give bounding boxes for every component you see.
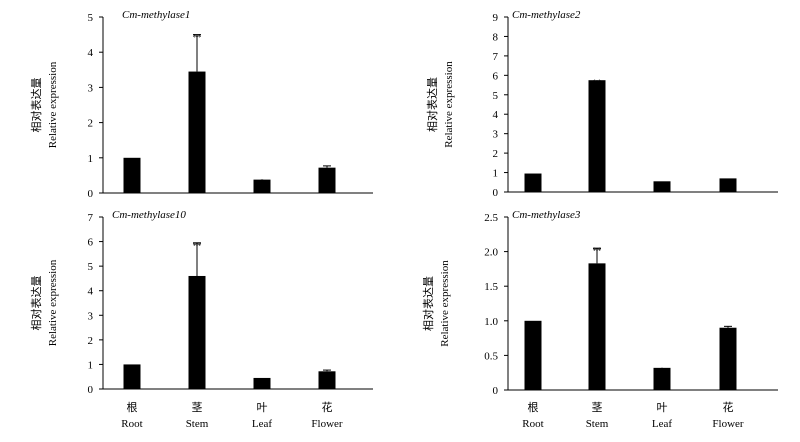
x-label-en: Stem [186,418,209,430]
y-tick-label: 5 [493,90,499,102]
bar-flower [719,327,737,390]
x-label-en: Root [121,418,142,430]
y-axis-label: Relative expression [443,61,455,148]
bar-stem [188,275,206,389]
chart-panel-3: 0 1 2 3 4 5 6 7 Cm-methylase10 相对表达量 Relative expr… [29,209,373,430]
y-tick-label: 3 [493,129,499,141]
chart-title: Cm-methylase10 [112,209,186,221]
bar-root [123,157,141,193]
y-tick-label: 2.5 [484,212,498,224]
chart-title: Cm-methylase3 [512,209,581,221]
y-axis-label-cn: 相对表达量 [425,77,439,132]
y-tick-label: 3 [88,82,94,94]
y-tick-label: 1 [88,153,94,165]
y-axis-label-cn: 相对表达量 [29,276,43,331]
bar-flower [318,167,336,193]
x-label-en: Root [522,418,543,430]
x-label-cn: 茎 [192,401,203,414]
y-tick-label: 1.5 [484,281,498,293]
bar-flower [318,371,336,389]
x-label-cn: 根 [528,400,539,414]
bar-leaf [253,377,271,389]
significance-mark: * [660,366,665,376]
chart-panel-1: 0 1 2 3 4 5 Cm-methylase1 相对表达量 Relative express… [29,9,373,200]
y-tick-label: 5 [88,12,94,24]
y-axis-label: Relative expression [47,259,59,346]
y-tick-label: 8 [493,31,499,43]
y-tick-label: 4 [493,109,499,121]
y-axis-label-cn: 相对表达量 [29,78,43,133]
y-tick-label: 2 [88,118,94,130]
y-tick-label: 9 [493,12,499,24]
x-label-cn: 叶 [657,401,668,414]
y-tick-label: 7 [88,212,94,224]
bar-leaf [253,179,271,193]
bar-stem [188,71,206,193]
y-tick-label: 7 [493,51,499,63]
bar-leaf [653,181,671,192]
significance-mark: ** [593,78,603,88]
x-label-cn: 根 [127,400,138,414]
y-tick-label: 1.0 [484,316,498,328]
y-tick-label: 6 [493,70,499,82]
chart-panel-4: 0 0.5 1.0 1.5 2.0 2.5 Cm-methylase3 相对表达量 Relati… [421,209,778,430]
y-axis-label-cn: 相对表达量 [421,276,435,331]
y-tick-label: 0 [493,187,499,199]
y-tick-label: 1 [88,359,94,371]
significance-mark: * [260,178,265,188]
y-tick-label: 1 [493,168,499,180]
bar-flower [719,178,737,192]
bar-root [524,320,542,390]
x-label-en: Flower [311,418,343,430]
y-tick-label: 5 [88,261,94,273]
bar-stem [588,80,606,192]
x-label-en: Leaf [652,418,672,430]
chart-title: Cm-methylase1 [122,9,190,21]
chart-title: Cm-methylase2 [512,9,581,21]
x-label-en: Flower [712,418,744,430]
bar-stem [588,263,606,390]
y-tick-label: 3 [88,310,94,322]
x-label-cn: 叶 [257,401,268,414]
y-tick-label: 0 [88,188,94,200]
x-label-en: Leaf [252,418,272,430]
bar-root [123,364,141,389]
y-tick-label: 2.0 [484,247,498,259]
y-tick-label: 6 [88,237,94,249]
significance-mark: ** [193,33,203,43]
significance-mark: ** [593,246,603,256]
y-tick-label: 2 [493,148,499,160]
y-tick-label: 0 [493,385,499,397]
x-label-cn: 茎 [592,401,603,414]
y-axis-label: Relative expression [439,260,451,347]
y-tick-label: 4 [88,286,94,298]
significance-mark: ** [193,241,203,251]
y-tick-label: 4 [88,47,94,59]
bar-root [524,173,542,192]
bar-leaf [653,367,671,390]
y-tick-label: 0.5 [484,350,498,362]
y-axis-label: Relative expression [47,61,59,148]
chart-panel-2: 0 1 2 3 4 5 6 7 8 9 Cm-methylase2 相对表达量 Relative exp… [425,9,778,199]
x-label-cn: 花 [723,401,734,414]
x-label-en: Stem [586,418,609,430]
y-tick-label: 2 [88,335,94,347]
x-label-cn: 花 [322,401,333,414]
y-tick-label: 0 [88,384,94,396]
